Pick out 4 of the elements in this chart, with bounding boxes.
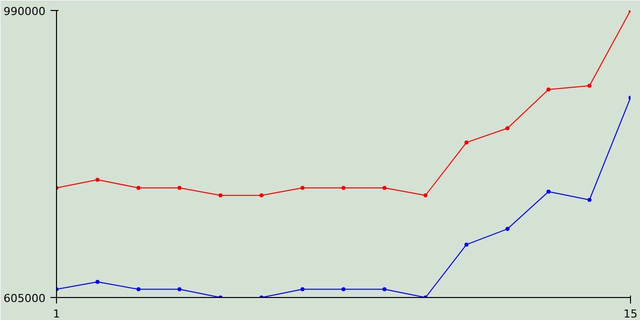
y-tick-label: 990000 bbox=[4, 5, 46, 18]
x-tick-label: 1 bbox=[53, 308, 60, 320]
x-tick-label: 15 bbox=[624, 308, 638, 320]
y-tick-label: 605000 bbox=[4, 292, 46, 305]
